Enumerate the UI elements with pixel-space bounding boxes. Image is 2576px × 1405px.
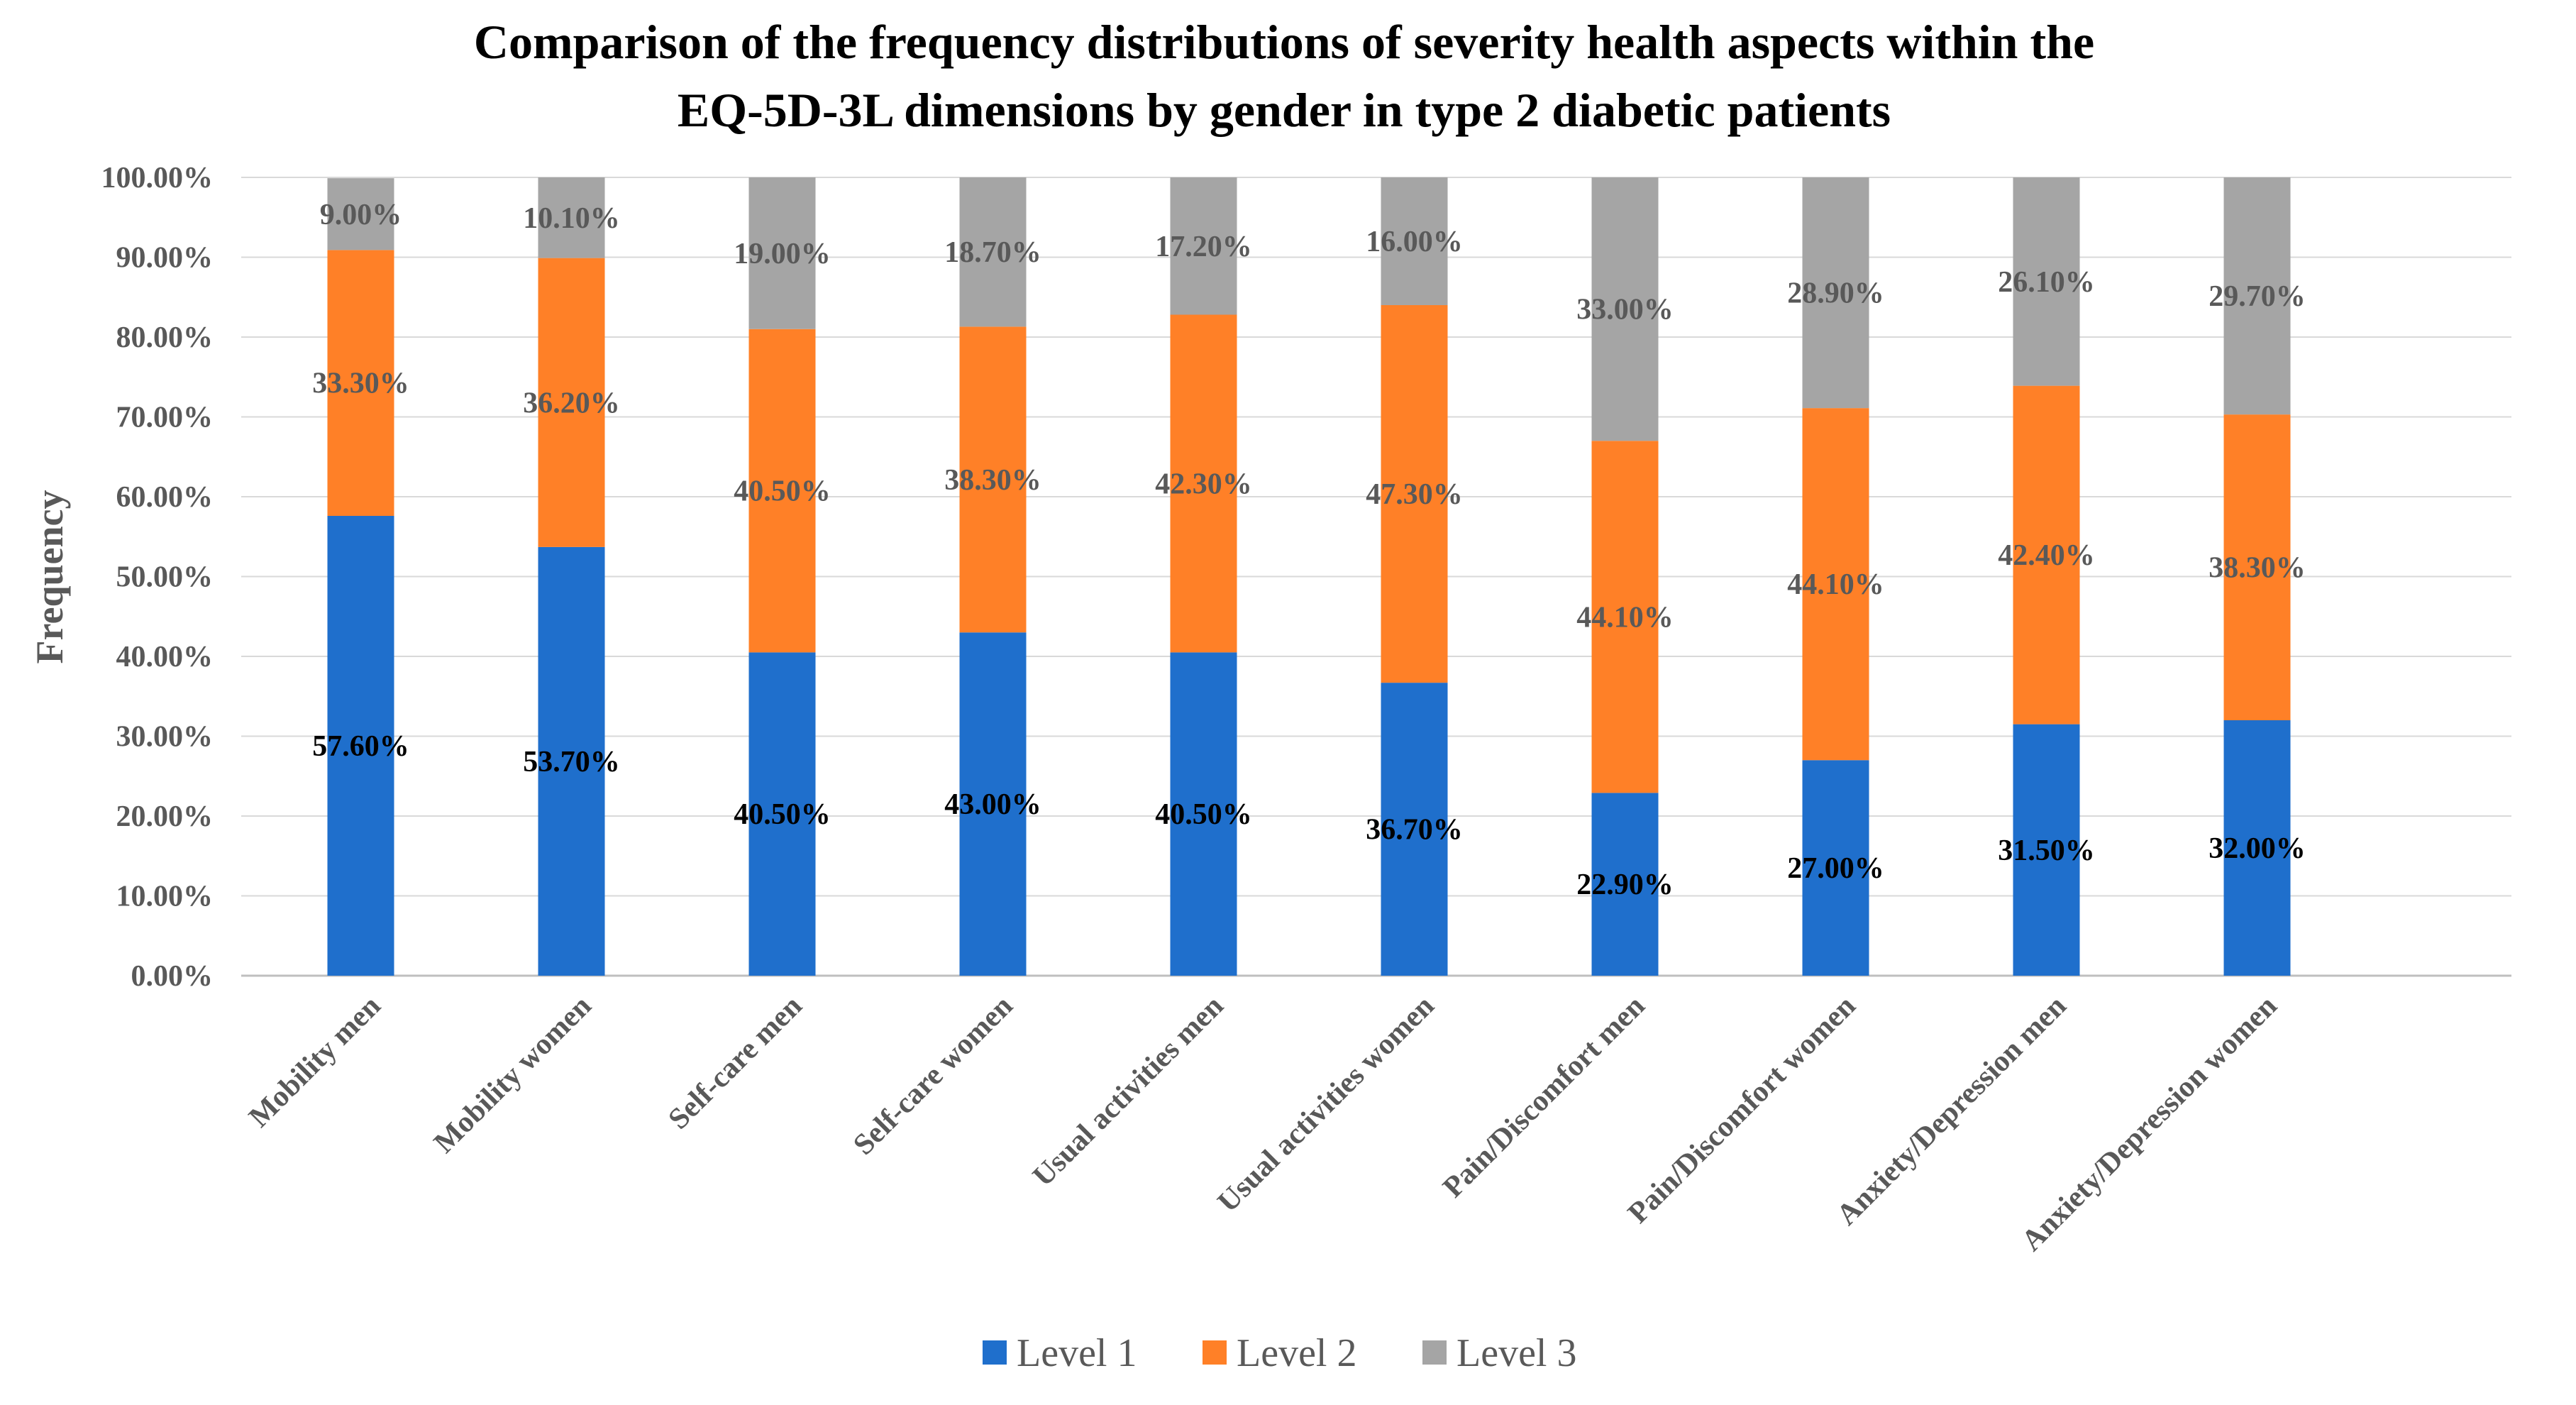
y-tick-label: 30.00% [116,721,214,754]
chart-title: Comparison of the frequency distribution… [474,15,2094,69]
x-axis-ticks: Mobility men Mobility women Self-care men S… [243,990,2283,1258]
data-label: 26.10% [1998,266,2095,299]
data-label: 44.10% [1576,601,1674,634]
data-label: 47.30% [1366,478,1463,511]
bar-segment [1802,408,1869,761]
x-tick-label: Self-care men [663,990,809,1136]
y-tick-label: 50.00% [116,561,214,594]
x-tick-label: Usual activities men [1027,990,1230,1194]
y-tick-label: 70.00% [116,402,214,434]
bar-segment [327,250,394,516]
x-tick-label: Pain/Discomfort women [1622,990,1862,1230]
y-tick-label: 0.00% [131,960,214,993]
legend: Level 1 Level 2 Level 3 [983,1331,1576,1375]
legend-label: Level 2 [1237,1331,1356,1375]
data-label: 40.50% [734,475,831,508]
y-tick-label: 80.00% [116,321,214,354]
data-label: 43.00% [944,788,1041,821]
data-label: 32.00% [2209,832,2306,865]
x-tick-label: Usual activities women [1212,990,1441,1219]
y-tick-label: 100.00% [101,162,214,194]
bar-segment [2223,414,2291,720]
bar-segment [2223,720,2291,976]
data-label: 40.50% [734,798,831,831]
data-label: 38.30% [944,464,1041,497]
bar-segment [959,326,1027,633]
data-label: 27.00% [1787,852,1884,885]
y-tick-label: 60.00% [116,481,214,514]
data-label: 18.70% [944,236,1041,269]
data-label: 38.30% [2209,552,2306,585]
bars [327,177,2291,976]
data-label: 28.90% [1787,277,1884,310]
bar-segment [748,652,816,976]
y-axis-label: Frequency [28,490,71,664]
y-tick-label: 90.00% [116,242,214,275]
legend-label: Level 3 [1456,1331,1576,1375]
bar-segment [1170,652,1237,976]
gridlines [241,177,2511,977]
legend-swatch [1203,1340,1227,1365]
data-label: 19.00% [734,238,831,270]
data-label: 57.60% [312,730,409,763]
bar-segment [1591,177,1659,441]
x-tick-label: Anxiety/Depression men [1830,990,2072,1232]
y-tick-label: 20.00% [116,800,214,833]
data-label: 36.20% [523,387,620,419]
bar-segment [748,177,816,329]
bar-segment [1802,177,1869,409]
data-label: 53.70% [523,746,620,778]
legend-swatch [983,1340,1007,1365]
data-label: 31.50% [1998,834,2095,867]
data-label: 40.50% [1155,798,1252,831]
chart-subtitle: EQ-5D-3L dimensions by gender in type 2 … [678,83,1891,137]
data-label: 22.90% [1576,869,1674,901]
data-label: 42.40% [1998,539,2095,572]
x-tick-label: Anxiety/Depression women [2016,990,2284,1258]
bar-segment [2223,177,2291,415]
x-tick-label: Pain/Discomfort men [1437,990,1651,1204]
y-tick-label: 10.00% [116,881,214,913]
bar-segment [1591,793,1659,976]
bar-segment [959,632,1027,976]
bar-segment [959,177,1027,327]
x-tick-label: Mobility women [428,990,598,1160]
bar-segment [1381,305,1448,683]
bar-segment [1802,760,1869,976]
legend-label: Level 1 [1017,1331,1137,1375]
data-label: 42.30% [1155,468,1252,500]
y-tick-label: 40.00% [116,641,214,673]
bar-segment [327,178,394,250]
data-label: 10.10% [523,202,620,235]
data-label: 9.00% [320,199,402,231]
bar-segment [327,516,394,976]
data-label: 16.00% [1366,226,1463,258]
x-tick-label: Self-care women [847,990,1019,1162]
bar-segment [748,329,816,653]
data-label: 36.70% [1366,814,1463,847]
bar-segment [1381,683,1448,976]
data-label: 17.20% [1155,231,1252,263]
bar-segment [538,258,605,547]
bar-segment [2013,177,2080,386]
bar-segment [1591,441,1659,793]
data-label: 33.30% [312,368,409,400]
y-axis-ticks: 0.00% 10.00% 20.00% 30.00% 40.00% 50.00% 60.00… [101,162,214,993]
data-label: 29.70% [2209,280,2306,313]
bar-segment [1381,177,1448,305]
data-label: 33.00% [1576,294,1674,326]
bar-segment [2013,385,2080,724]
bar-segment [538,177,605,258]
legend-swatch [1422,1340,1447,1365]
bar-segment [538,546,605,976]
data-label: 44.10% [1787,568,1884,601]
data-labels: 57.60% 33.30% 9.00% 53.70% 36.20% 10.10% 40.50… [312,199,2306,901]
bar-segment [2013,724,2080,976]
bar-segment [1170,314,1237,653]
bar-segment [1170,177,1237,315]
x-tick-label: Mobility men [243,990,387,1134]
